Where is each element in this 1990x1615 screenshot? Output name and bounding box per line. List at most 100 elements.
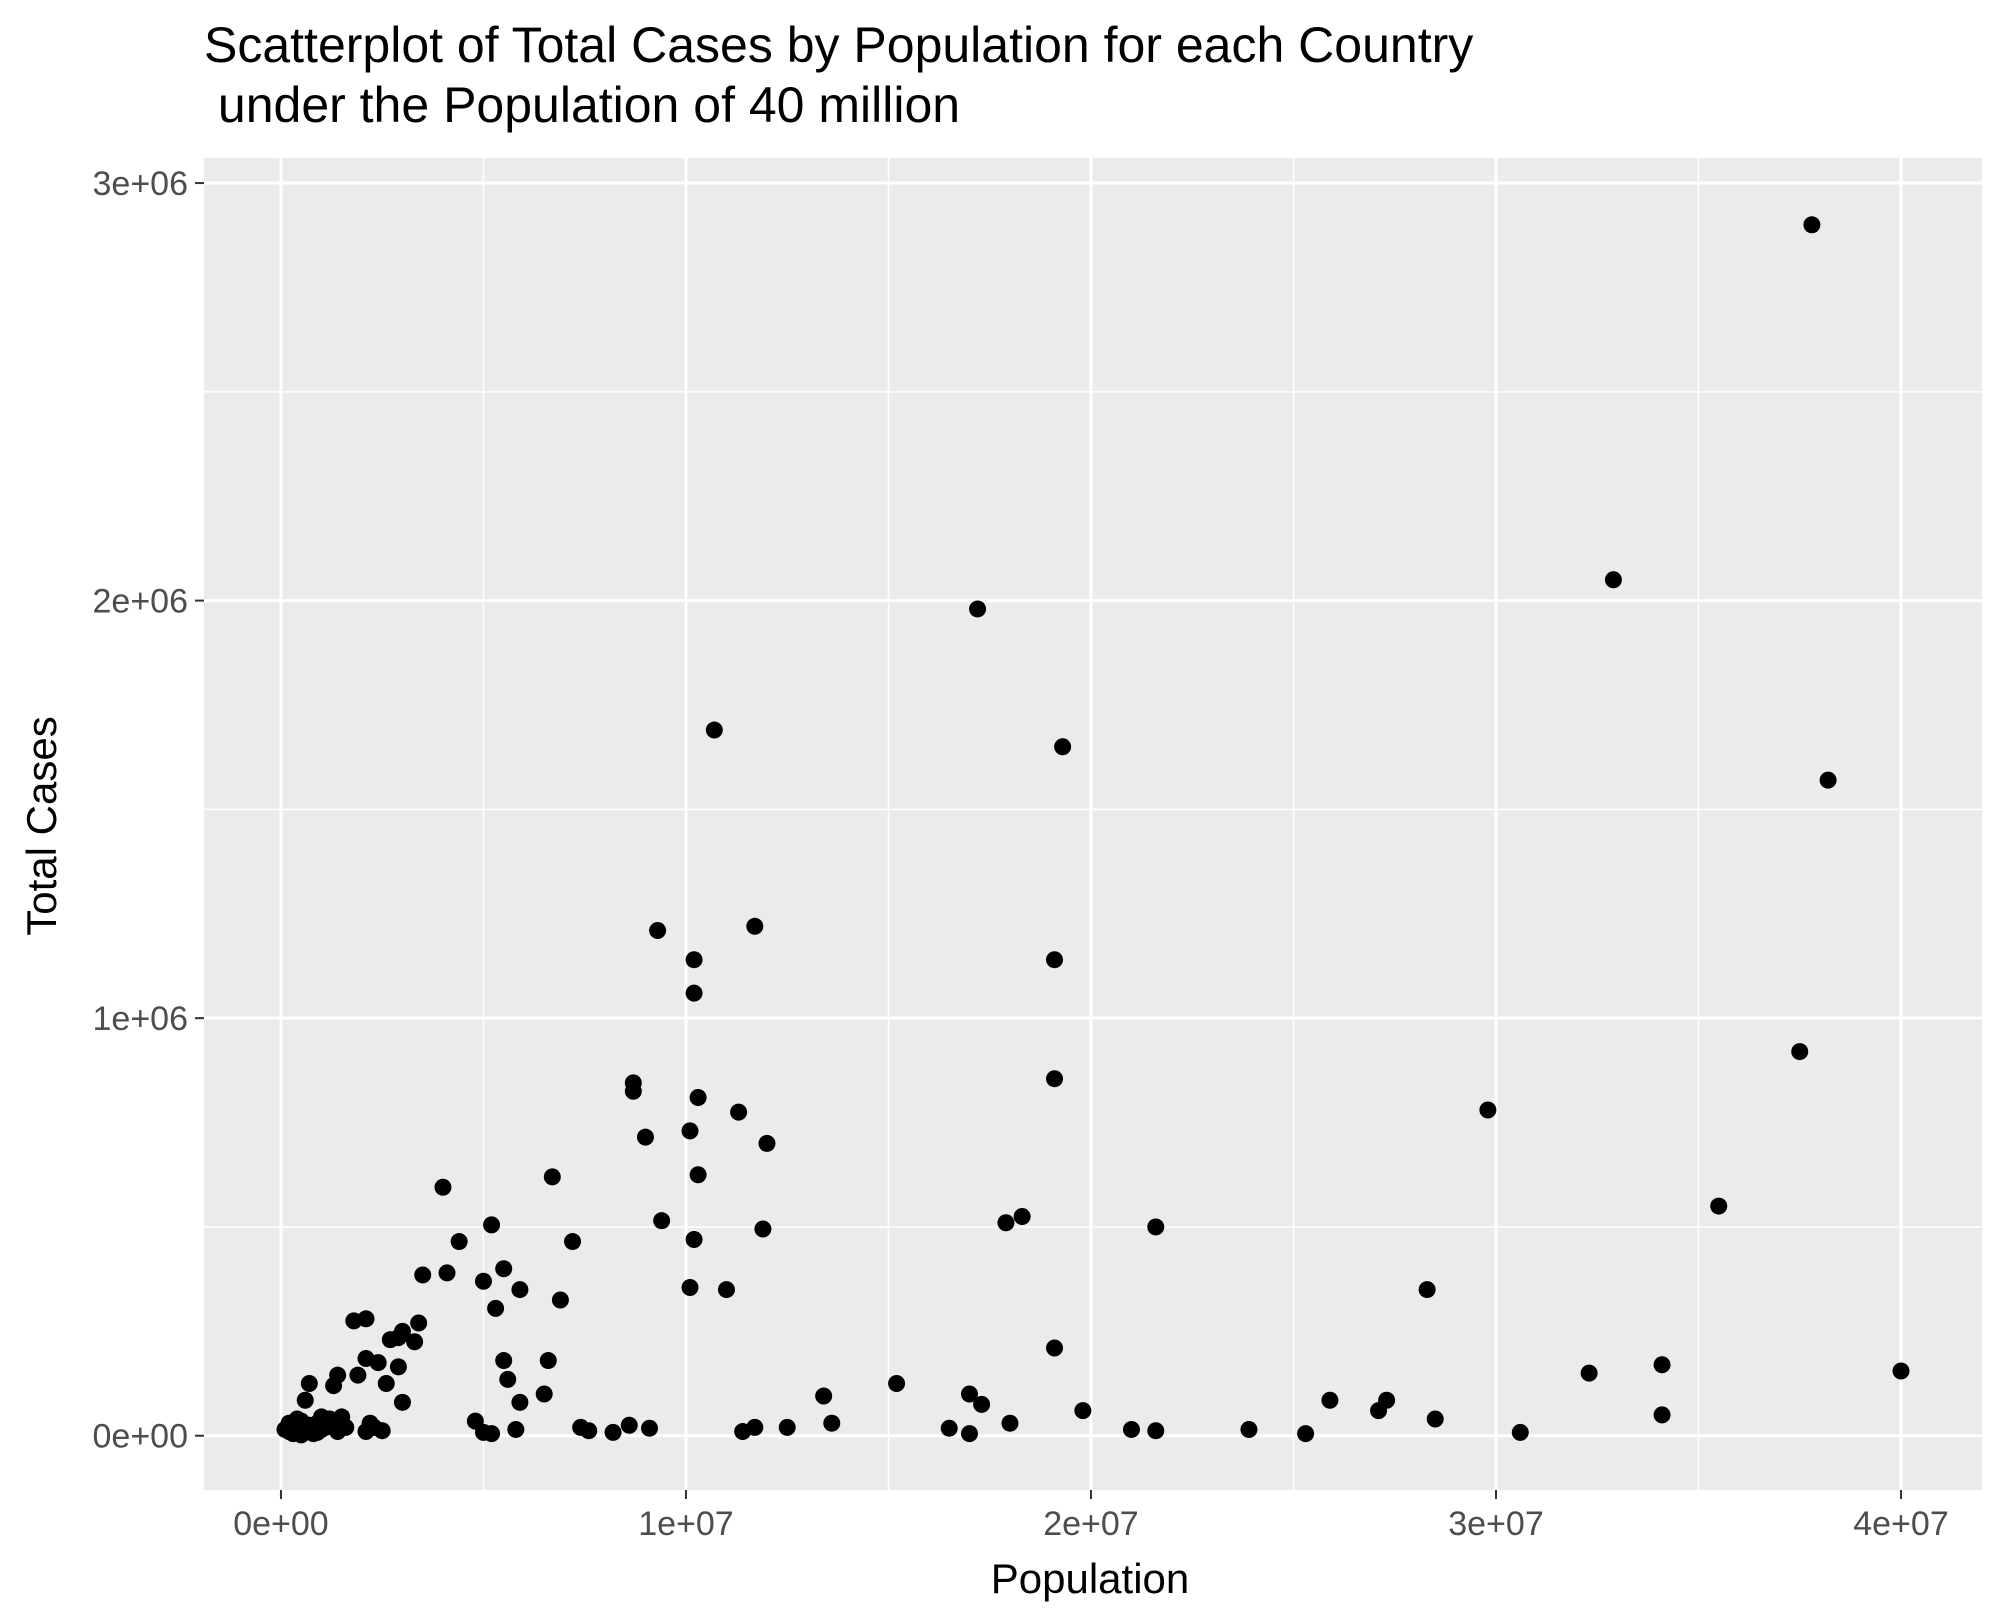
data-point bbox=[1074, 1402, 1092, 1420]
data-point bbox=[1370, 1402, 1388, 1420]
data-point bbox=[973, 1395, 991, 1413]
data-point bbox=[434, 1178, 452, 1196]
data-points bbox=[276, 216, 1910, 1444]
data-point bbox=[815, 1387, 833, 1405]
data-point bbox=[580, 1422, 598, 1440]
grid-lines bbox=[204, 158, 1982, 1490]
data-point bbox=[296, 1391, 314, 1409]
data-point bbox=[369, 1354, 387, 1372]
data-point bbox=[823, 1414, 841, 1432]
data-point bbox=[681, 1278, 699, 1296]
data-point bbox=[717, 1281, 735, 1299]
data-point bbox=[414, 1266, 432, 1284]
data-point bbox=[377, 1375, 395, 1393]
data-point bbox=[389, 1358, 407, 1376]
data-point bbox=[636, 1128, 654, 1146]
data-point bbox=[1297, 1425, 1315, 1443]
data-point bbox=[604, 1423, 622, 1441]
data-point bbox=[653, 1212, 671, 1230]
data-point bbox=[535, 1385, 553, 1403]
y-tick-label: 1e+06 bbox=[93, 1000, 189, 1038]
data-point bbox=[778, 1418, 796, 1436]
data-point bbox=[349, 1366, 367, 1384]
data-point bbox=[940, 1419, 958, 1437]
data-point bbox=[551, 1291, 569, 1309]
data-point bbox=[292, 1426, 310, 1444]
data-point bbox=[1046, 1339, 1064, 1357]
data-point bbox=[450, 1233, 468, 1251]
data-point bbox=[564, 1233, 582, 1251]
data-point bbox=[705, 721, 723, 739]
data-point bbox=[1013, 1208, 1031, 1226]
data-point bbox=[321, 1416, 339, 1434]
x-axis-title: Population bbox=[991, 1555, 1190, 1602]
data-point bbox=[1819, 771, 1837, 789]
data-point bbox=[1479, 1101, 1497, 1119]
data-point bbox=[438, 1264, 456, 1282]
data-point bbox=[734, 1423, 752, 1441]
data-point bbox=[325, 1377, 343, 1395]
data-point bbox=[393, 1393, 411, 1411]
data-point bbox=[1426, 1410, 1444, 1428]
data-point bbox=[969, 600, 987, 618]
data-point bbox=[345, 1312, 363, 1330]
data-point bbox=[487, 1299, 505, 1317]
data-point bbox=[483, 1216, 501, 1234]
data-point bbox=[1147, 1218, 1165, 1236]
data-point bbox=[1580, 1364, 1598, 1382]
data-point bbox=[1892, 1362, 1910, 1380]
data-point bbox=[1653, 1406, 1671, 1424]
plot-panel bbox=[204, 158, 1982, 1490]
data-point bbox=[685, 1230, 703, 1248]
data-point bbox=[495, 1260, 513, 1278]
y-axis-title: Total Cases bbox=[18, 716, 65, 935]
data-point bbox=[300, 1375, 318, 1393]
data-point bbox=[624, 1082, 642, 1100]
data-point bbox=[1240, 1420, 1258, 1438]
data-point bbox=[685, 951, 703, 969]
data-point bbox=[1803, 216, 1821, 234]
data-point bbox=[406, 1333, 424, 1351]
data-point bbox=[539, 1352, 557, 1370]
data-point bbox=[373, 1422, 391, 1440]
data-point bbox=[381, 1331, 399, 1349]
data-point bbox=[1604, 571, 1622, 589]
data-point bbox=[730, 1103, 748, 1121]
data-point bbox=[649, 921, 667, 939]
data-point bbox=[511, 1393, 529, 1411]
data-point bbox=[543, 1168, 561, 1186]
y-tick-label: 0e+00 bbox=[93, 1418, 189, 1456]
data-point bbox=[746, 917, 764, 935]
data-point bbox=[685, 984, 703, 1002]
data-point bbox=[1054, 738, 1072, 756]
y-tick-label: 3e+06 bbox=[93, 165, 189, 203]
chart-title-line-1: Scatterplot of Total Cases by Population… bbox=[204, 17, 1473, 73]
x-tick-label: 2e+07 bbox=[1043, 1505, 1139, 1543]
data-point bbox=[280, 1414, 298, 1432]
x-tick-label: 4e+07 bbox=[1853, 1505, 1949, 1543]
chart-title-line-2: under the Population of 40 million bbox=[204, 77, 960, 133]
data-point bbox=[689, 1166, 707, 1184]
data-point bbox=[689, 1088, 707, 1106]
data-point bbox=[997, 1214, 1015, 1232]
data-point bbox=[888, 1375, 906, 1393]
data-point bbox=[1147, 1422, 1165, 1440]
x-tick-label: 0e+00 bbox=[233, 1505, 329, 1543]
data-point bbox=[511, 1281, 529, 1299]
data-point bbox=[1418, 1281, 1436, 1299]
x-tick-label: 3e+07 bbox=[1448, 1505, 1544, 1543]
data-point bbox=[499, 1370, 517, 1388]
data-point bbox=[1122, 1420, 1140, 1438]
data-point bbox=[507, 1420, 525, 1438]
data-point bbox=[1653, 1356, 1671, 1374]
data-point bbox=[410, 1314, 428, 1332]
data-point bbox=[681, 1122, 699, 1140]
data-point bbox=[1046, 1070, 1064, 1088]
data-point bbox=[1046, 951, 1064, 969]
x-tick-label: 1e+07 bbox=[638, 1505, 734, 1543]
data-point bbox=[1710, 1197, 1728, 1215]
y-tick-label: 2e+06 bbox=[93, 583, 189, 621]
data-point bbox=[474, 1272, 492, 1290]
data-point bbox=[495, 1352, 513, 1370]
